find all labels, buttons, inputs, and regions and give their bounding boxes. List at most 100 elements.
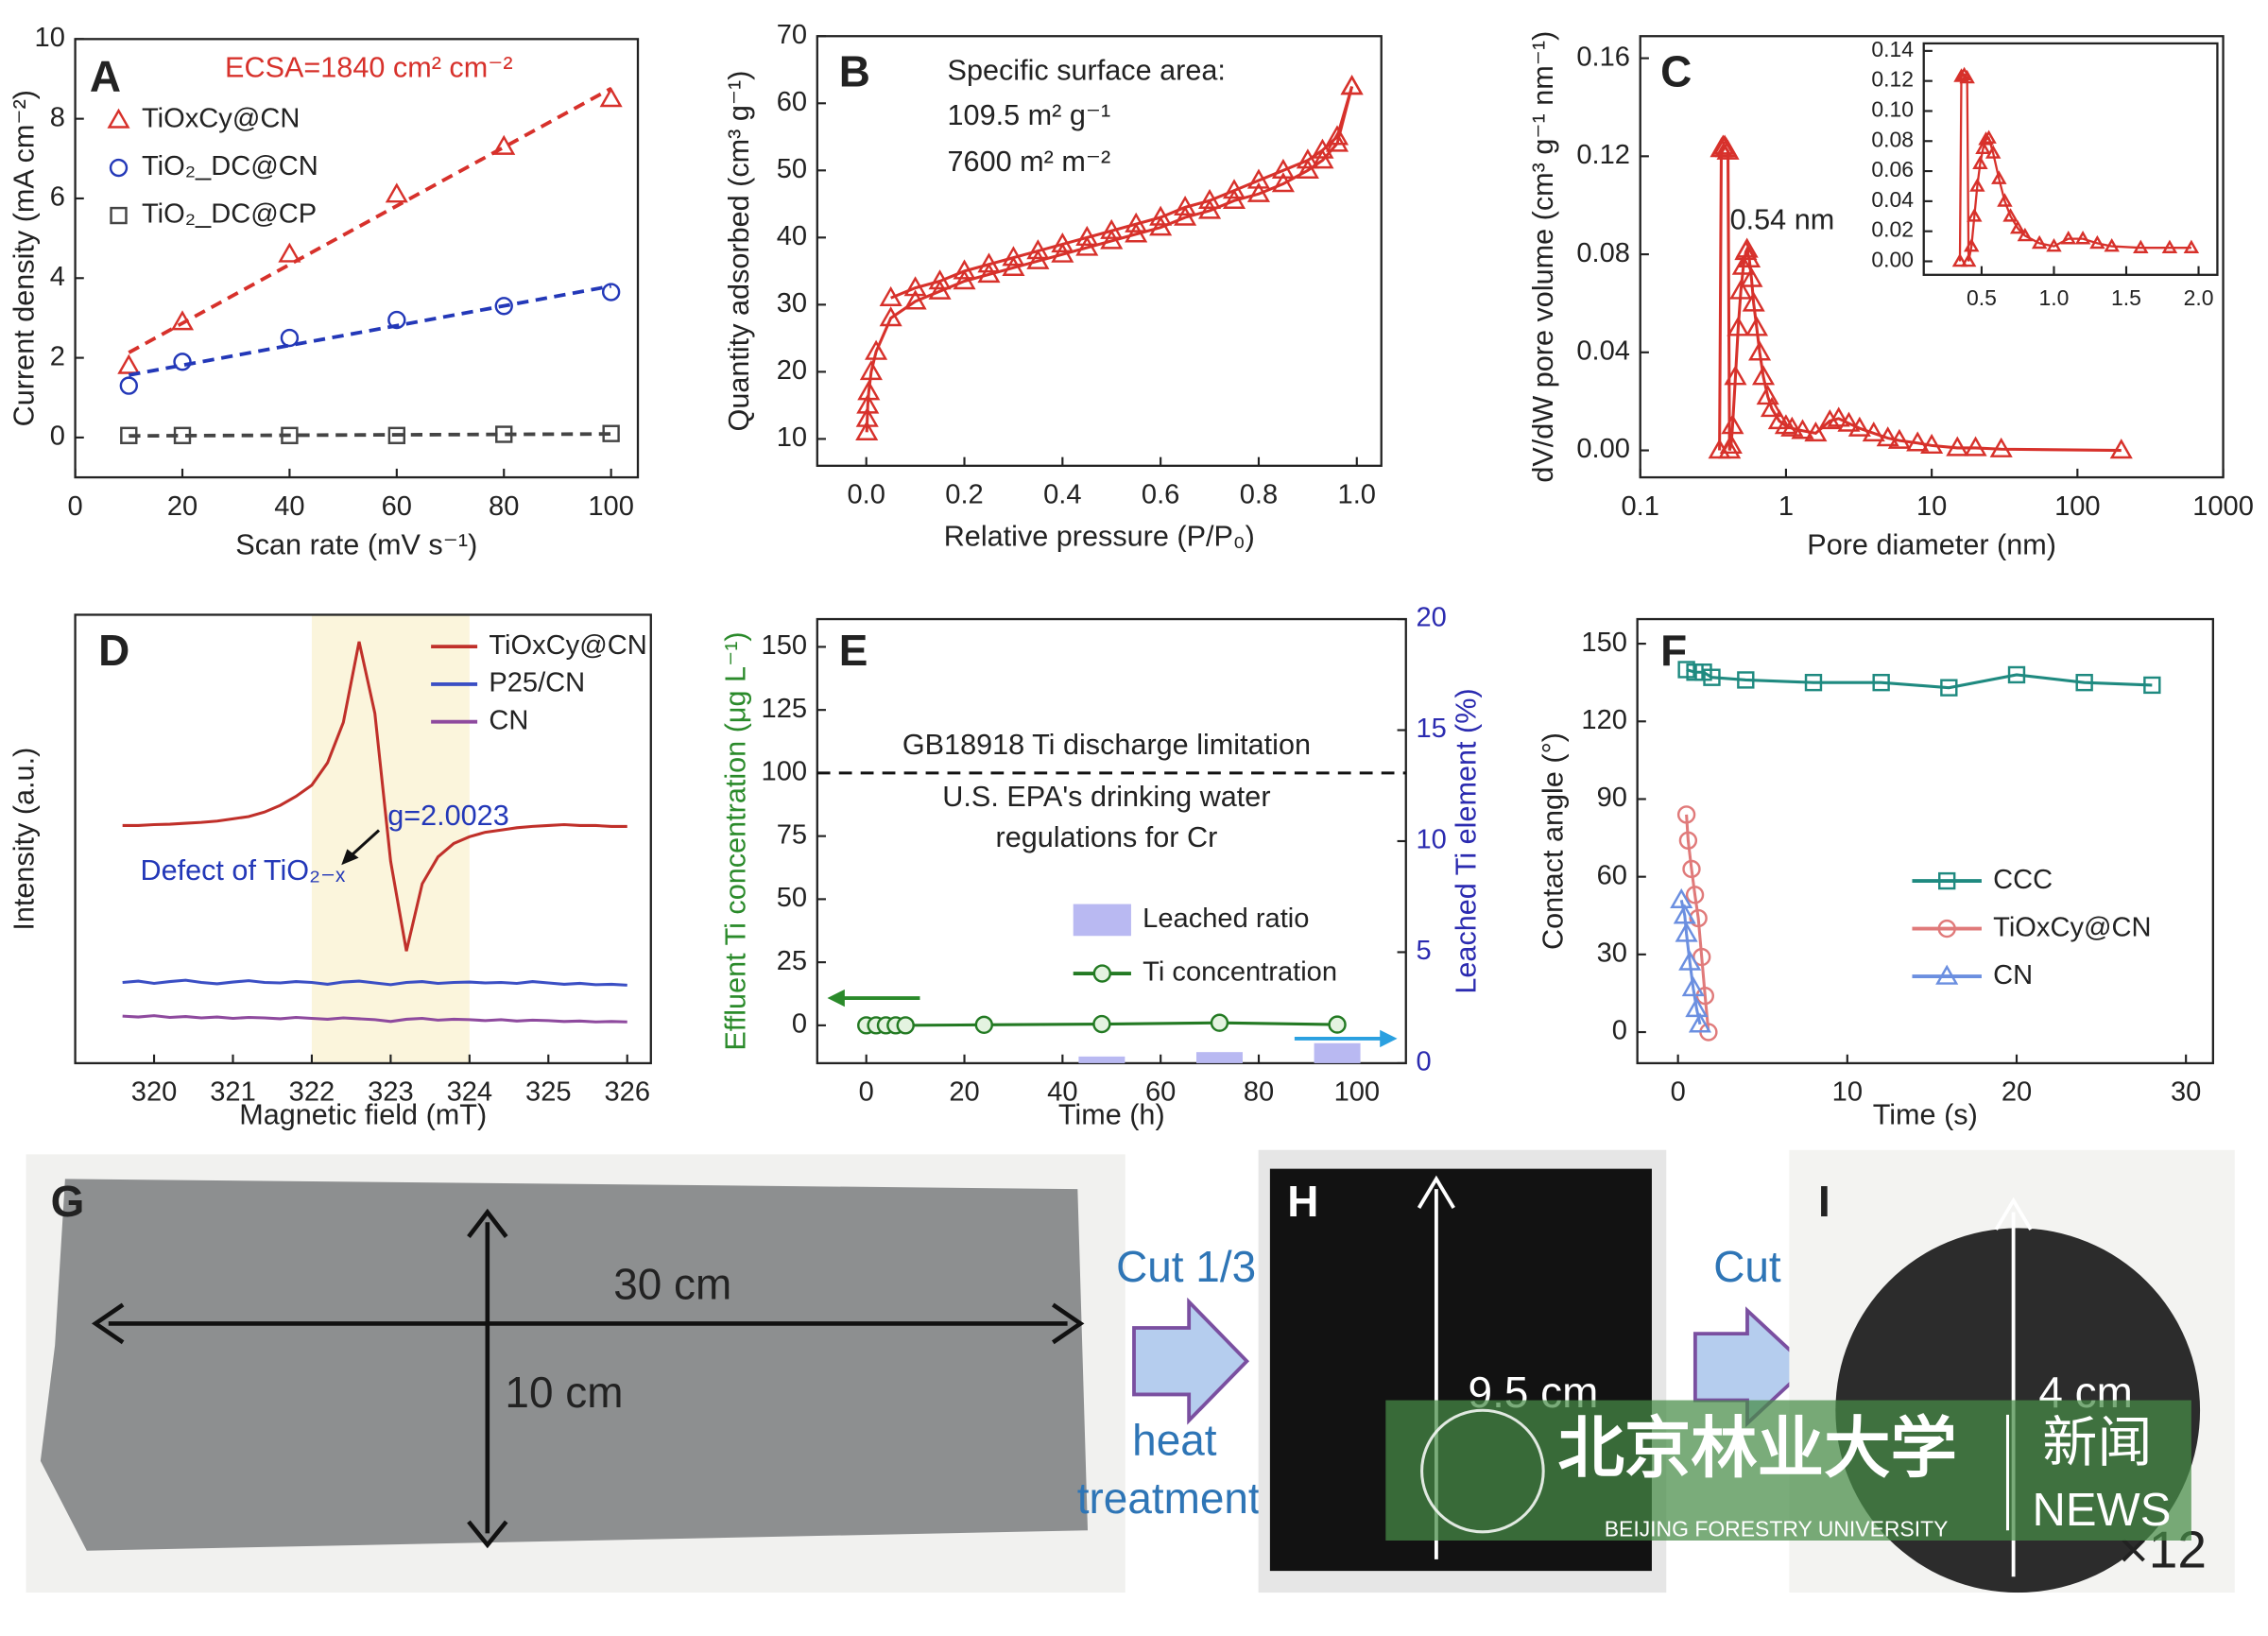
marker (387, 310, 406, 330)
gray-sheet (40, 1179, 1089, 1551)
process-arrow-1: Cut 1/3 heat treatment (1077, 1242, 1261, 1523)
y-tick-label: 0.08 (1871, 127, 1914, 151)
x-tick-label: 0.6 (1142, 480, 1179, 510)
y-tick-label: 0.00 (1576, 434, 1630, 464)
plot-frame (1922, 42, 2219, 276)
marker (1872, 673, 1890, 692)
marker (1997, 193, 2013, 207)
legend-label: TiOxCy@CN (489, 630, 646, 661)
marker (2133, 239, 2149, 253)
x-tick-label: 100 (588, 491, 634, 522)
annotation: 109.5 m² g⁻¹ (948, 99, 1111, 131)
x-tick-label: 100 (1334, 1077, 1381, 1108)
marker (1946, 436, 1969, 456)
x-axis-label: Magnetic field (mT) (239, 1099, 487, 1131)
marker (1149, 205, 1173, 226)
marker (1002, 246, 1025, 267)
marker (2183, 239, 2200, 253)
legend-marker (1937, 919, 1956, 939)
marker (1682, 859, 1701, 879)
y-tick-label: 25 (777, 946, 807, 976)
y-tick-label: 6 (50, 182, 65, 213)
marker (1963, 237, 1980, 252)
legend-label: Ti concentration (1143, 957, 1337, 988)
series-line (1685, 814, 1710, 1033)
marker (2143, 676, 2161, 695)
x-tick-label: 20 (167, 491, 198, 522)
marker (1887, 428, 1911, 449)
marker (974, 1015, 993, 1035)
bar (1195, 1052, 1243, 1063)
y-tick-label: 0.12 (1576, 140, 1630, 170)
marker (953, 269, 976, 290)
marker (2109, 439, 2133, 459)
marker (1721, 414, 1744, 435)
marker (896, 1016, 915, 1035)
marker (1296, 158, 1319, 179)
marker (1681, 976, 1705, 997)
marker (494, 297, 513, 316)
y2-tick-label: 15 (1416, 714, 1446, 744)
x-axis-label: Pore diameter (nm) (1807, 529, 2056, 561)
arrow-head (1051, 1302, 1085, 1345)
marker (1862, 421, 1885, 442)
chart-panel: 0 10 20 30 0 30 60 90 120 150 Time (s) Contact angl… (1538, 617, 2214, 1131)
marker (2046, 237, 2062, 252)
x-tick-label: 20 (949, 1077, 979, 1108)
x-tick-label: 1000 (2192, 491, 2254, 522)
y-tick-label: 0.04 (1576, 336, 1630, 366)
marker (387, 426, 406, 444)
y-tick-label: 0 (50, 422, 65, 452)
marker (492, 134, 516, 155)
marker (1818, 409, 1842, 430)
x-tick-label: 0.2 (945, 480, 983, 510)
series-line (1679, 899, 1702, 1025)
marker (602, 424, 620, 442)
legend-label: CN (489, 705, 528, 735)
marker (865, 339, 888, 360)
marker (1989, 437, 2013, 457)
y-tick-label: 0.10 (1871, 97, 1914, 122)
x-tick-label: 322 (289, 1077, 335, 1108)
marker (1978, 131, 1994, 146)
x-tick-label: 0.0 (847, 480, 885, 510)
x-tick-label: 0.5 (1967, 285, 1997, 310)
y-tick-label: 30 (777, 288, 807, 319)
x-tick-label: 2.0 (2184, 285, 2214, 310)
x-tick-label: 324 (447, 1077, 493, 1108)
series-line (122, 978, 627, 987)
marker (1311, 138, 1334, 159)
y-tick-label: 0 (1612, 1016, 1627, 1046)
annotation: ECSA=1840 cm² cm⁻² (225, 52, 512, 84)
marker (2009, 219, 2026, 234)
marker (1876, 426, 1899, 447)
marker (1296, 148, 1319, 169)
dimension-label: 10 cm (505, 1368, 623, 1417)
marker (170, 310, 195, 331)
y-tick-label: 60 (777, 87, 807, 117)
x-tick-label: 30 (2171, 1077, 2201, 1108)
marker (855, 406, 879, 427)
annotation: regulations for Cr (996, 821, 1218, 853)
marker (1246, 168, 1271, 189)
marker (855, 420, 879, 440)
watermark-emblem (1420, 1408, 1545, 1534)
bar (1314, 1042, 1361, 1063)
x-tick-label: 1 (1778, 491, 1794, 522)
legend-label: P25/CN (489, 668, 585, 698)
y2-tick-label: 0 (1416, 1047, 1431, 1077)
x-tick-label: 0 (1671, 1077, 1686, 1108)
marker (1271, 172, 1295, 193)
y-tick-label: 30 (1597, 939, 1627, 969)
y-axis-label: Current density (mA cm⁻²) (9, 90, 41, 426)
marker (879, 285, 902, 306)
marker (1960, 252, 1977, 267)
legend-marker (110, 206, 128, 225)
y-tick-label: 2 (50, 341, 65, 371)
marker (1967, 208, 1983, 222)
marker (1340, 75, 1364, 95)
marker (1051, 232, 1074, 253)
watermark-name-en: BEIJING FORESTRY UNIVERSITY (1605, 1516, 1949, 1541)
marker (1984, 145, 2002, 159)
marker (1222, 188, 1246, 209)
